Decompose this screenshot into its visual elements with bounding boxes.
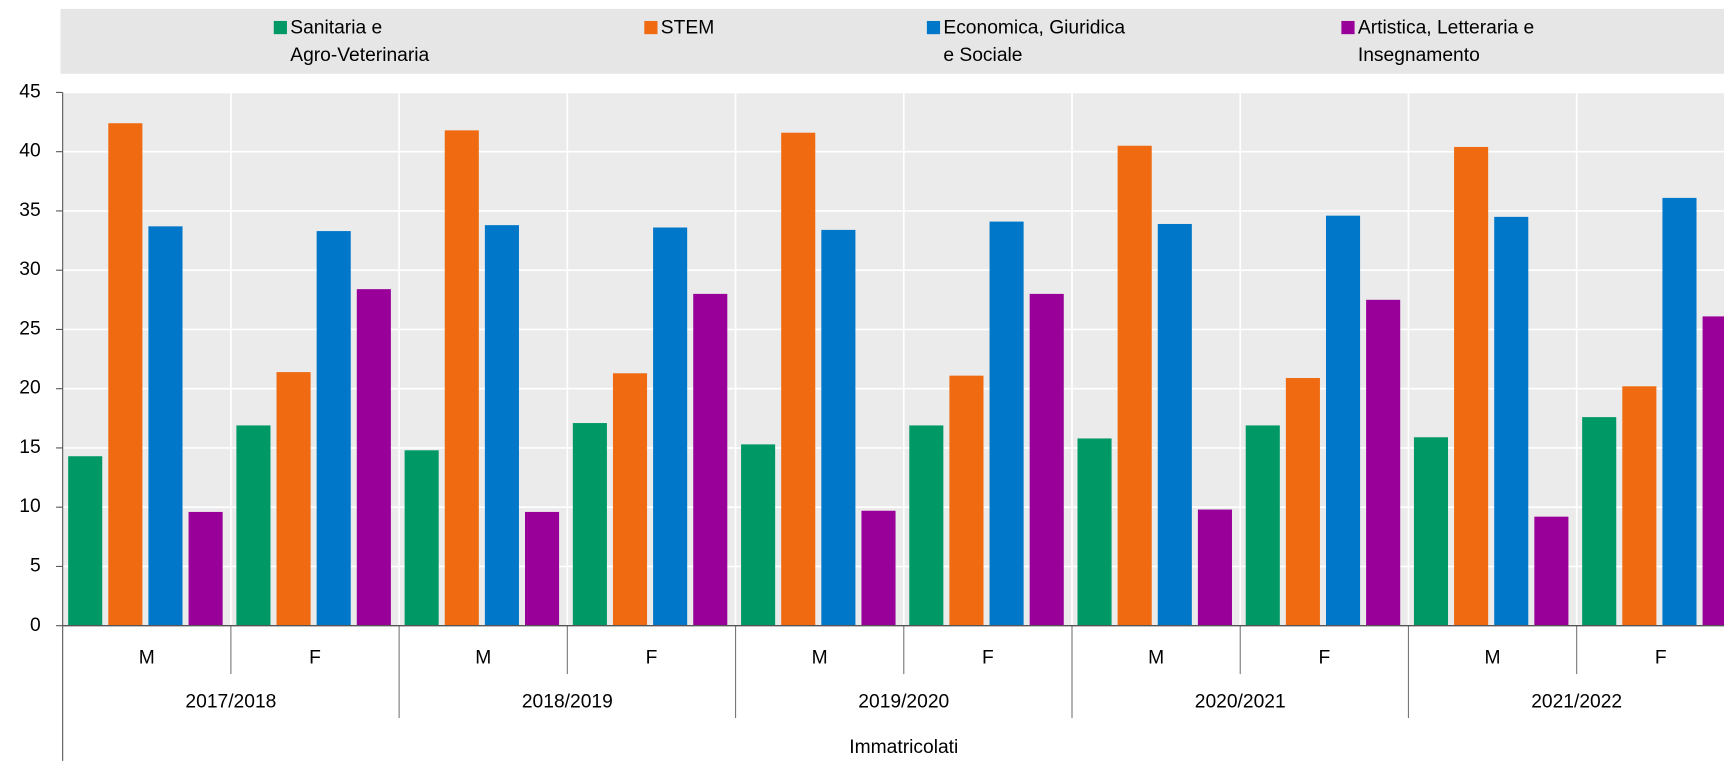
bar <box>148 226 183 626</box>
bar <box>525 511 560 626</box>
bar <box>1494 216 1529 626</box>
bar <box>108 123 143 626</box>
legend-swatch <box>273 20 287 35</box>
bar <box>1117 145 1152 626</box>
bar <box>1157 223 1192 626</box>
bar <box>1245 425 1280 626</box>
y-tick-label: 45 <box>19 82 40 103</box>
bar <box>1702 316 1724 626</box>
bar <box>1366 299 1401 626</box>
y-tick-label: 15 <box>19 437 40 458</box>
bar <box>741 444 776 626</box>
y-tick-label: 20 <box>19 378 40 399</box>
bar <box>1285 378 1320 626</box>
bar <box>1622 386 1657 626</box>
bar <box>1029 293 1064 626</box>
legend-swatch <box>1341 20 1355 35</box>
legend-background <box>60 8 1724 74</box>
y-tick-label: 40 <box>19 141 40 162</box>
bar <box>861 510 896 626</box>
x-tick-label: F <box>1318 648 1330 669</box>
legend-label: Sanitaria e Agro-Veterinaria <box>290 18 429 66</box>
bar <box>1454 146 1489 626</box>
bar <box>949 375 984 626</box>
legend-swatch <box>926 20 941 35</box>
bar <box>572 423 607 626</box>
bar <box>821 229 856 626</box>
y-tick-label: 0 <box>30 615 41 636</box>
bar <box>316 231 351 626</box>
legend-label: STEM <box>661 18 714 39</box>
bar <box>781 132 816 626</box>
legend-label: Artistica, Letteraria e Insegnamento <box>1358 18 1534 66</box>
bar <box>444 130 479 626</box>
x-group-label: 2018/2019 <box>522 692 613 713</box>
legend-swatch <box>644 20 658 35</box>
bar <box>1662 197 1697 626</box>
bar <box>1197 509 1232 626</box>
bar <box>1534 516 1569 626</box>
x-group-label: 2020/2021 <box>1195 692 1286 713</box>
bar <box>653 227 688 626</box>
legend-label: Economica, Giuridica e Sociale <box>943 18 1125 66</box>
bar <box>1582 417 1617 626</box>
bar <box>612 373 648 626</box>
x-tick-label: F <box>646 648 658 669</box>
bar <box>68 456 103 626</box>
x-tick-label: F <box>982 648 994 669</box>
x-tick-label: M <box>1485 648 1501 669</box>
y-tick-label: 10 <box>19 496 40 517</box>
x-group-label: 2017/2018 <box>185 692 276 713</box>
x-tick-label: M <box>139 648 155 669</box>
x-group-label: 2021/2022 <box>1531 692 1622 713</box>
x-tick-label: F <box>1655 648 1667 669</box>
y-tick-label: 5 <box>30 556 41 577</box>
y-tick-label: 35 <box>19 200 40 221</box>
bar <box>1325 215 1361 626</box>
y-tick-label: 25 <box>19 319 40 340</box>
bar <box>1077 438 1112 626</box>
x-axis-label: Immatricolati <box>849 737 958 758</box>
bar <box>404 450 439 626</box>
x-tick-label: M <box>1148 648 1164 669</box>
bar <box>276 372 311 626</box>
bar <box>989 221 1024 626</box>
bar <box>1413 437 1449 626</box>
bar <box>188 511 223 626</box>
bar <box>484 225 519 626</box>
bar <box>693 293 728 626</box>
bar <box>356 289 391 626</box>
bar <box>236 425 271 626</box>
x-group-label: 2019/2020 <box>858 692 949 713</box>
x-tick-label: M <box>475 648 491 669</box>
x-tick-label: F <box>309 648 321 669</box>
x-tick-label: M <box>812 648 828 669</box>
y-tick-label: 30 <box>19 259 40 280</box>
bar <box>909 425 944 626</box>
